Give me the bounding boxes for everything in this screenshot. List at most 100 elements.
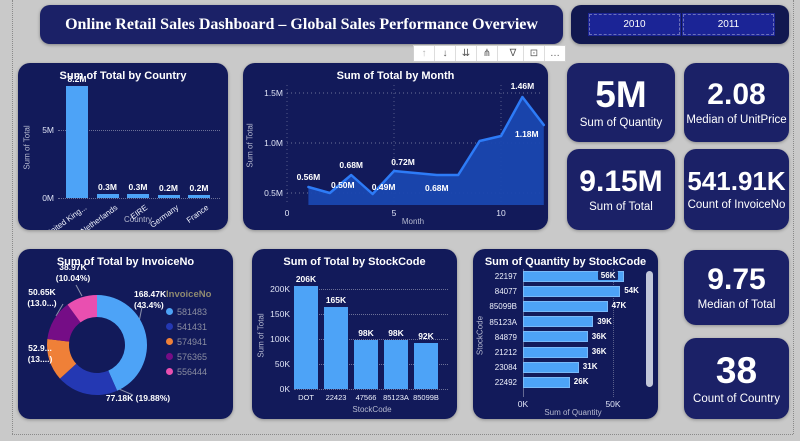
bar-85123A[interactable] <box>384 340 408 389</box>
kpi-value: 541.91K <box>687 166 786 197</box>
svg-text:1.46M: 1.46M <box>511 81 535 91</box>
svg-text:10: 10 <box>496 208 506 218</box>
data-label: 0.2M <box>189 183 209 194</box>
data-label: 39K <box>597 316 612 326</box>
legend-item-574941[interactable]: 574941 <box>166 334 211 349</box>
expand-all-down-icon[interactable]: ⇊ <box>456 46 477 61</box>
kpi-median-of-total: 9.75 Median of Total <box>684 250 789 325</box>
x-axis-title: Month <box>401 217 425 226</box>
legend-item-576365[interactable]: 576365 <box>166 349 211 364</box>
legend-item-556444[interactable]: 556444 <box>166 364 211 379</box>
donut-slice-581483[interactable] <box>97 295 147 391</box>
kpi-sum-of-quantity: 5M Sum of Quantity <box>567 63 675 142</box>
svg-text:1.0M: 1.0M <box>264 138 283 148</box>
bar-85099B[interactable] <box>523 300 608 312</box>
drill-down-icon[interactable]: ↓ <box>435 46 456 61</box>
legend-item-581483[interactable]: 581483 <box>166 304 211 319</box>
chart-title: Sum of Total by Month <box>336 70 455 82</box>
year-button-2010[interactable]: 2010 <box>588 13 681 36</box>
callout-label-556444: 38.97K (10.04%) <box>55 262 91 283</box>
donut-slice-556444[interactable] <box>67 295 97 323</box>
data-label: 36K <box>591 347 607 356</box>
bar-DOT[interactable] <box>294 286 318 389</box>
drill-up-icon[interactable]: ↑ <box>414 46 435 61</box>
bar-22492[interactable] <box>523 376 570 388</box>
svg-text:0.49M: 0.49M <box>372 182 396 192</box>
donut-slice-541431[interactable] <box>59 363 118 395</box>
svg-text:1.18M: 1.18M <box>515 129 539 139</box>
focus-mode-icon[interactable]: ⊡ <box>524 46 545 61</box>
more-options-icon[interactable]: … <box>545 46 565 61</box>
data-label: 26K <box>573 377 589 387</box>
chart-title: Sum of Quantity by StockCode <box>484 256 647 268</box>
gridline <box>294 289 448 290</box>
kpi-label: Sum of Quantity <box>579 117 663 130</box>
bar-84077[interactable] <box>523 285 621 297</box>
dashboard-title: Online Retail Sales Dashboard – Global S… <box>65 15 538 33</box>
legend-bullet-icon <box>166 338 173 345</box>
callout-label-581483: 168.47K (43.4%) <box>134 289 167 310</box>
bar-22197[interactable] <box>523 270 624 282</box>
data-label: 206K <box>295 274 317 284</box>
visual-header-toolbar: ↑ ↓ ⇊ ⋔ ∇ ⊡… <box>413 45 566 62</box>
legend-item-541431[interactable]: 541431 <box>166 319 211 334</box>
chart-total-by-month[interactable]: Sum of Total by Month Sum of Total Month… <box>243 63 548 230</box>
category-label: 21212 <box>494 348 517 357</box>
svg-text:0.68M: 0.68M <box>425 183 449 193</box>
bar-85099B[interactable] <box>414 343 438 389</box>
year-button-2011[interactable]: 2011 <box>682 13 775 36</box>
kpi-label: Sum of Total <box>589 200 653 213</box>
bar-France[interactable] <box>188 195 210 198</box>
kpi-label: Median of UnitPrice <box>686 113 787 126</box>
gridline <box>294 339 448 340</box>
go-to-next-level-icon[interactable]: ⋔ <box>477 46 498 61</box>
chart-title: Sum of Total by Country <box>59 70 187 82</box>
y-axis-tick-label: 50K <box>274 359 290 369</box>
kpi-value: 9.15M <box>579 165 663 199</box>
svg-text:0.5M: 0.5M <box>264 188 283 198</box>
data-label: 47K <box>611 301 627 311</box>
svg-text:0: 0 <box>285 208 290 218</box>
bar-47566[interactable] <box>354 340 378 389</box>
data-label: 36K <box>591 331 607 341</box>
data-label: 0.3M <box>98 181 117 192</box>
legend-label: 556444 <box>177 366 208 377</box>
kpi-label: Median of Total <box>697 298 776 311</box>
legend-label: 581483 <box>177 306 208 317</box>
data-label: 92K <box>418 331 434 341</box>
legend-bullet-icon <box>166 323 173 330</box>
data-label: 31K <box>582 362 598 372</box>
scrollbar-thumb[interactable] <box>646 271 653 387</box>
kpi-count-of-invoiceno: 541.91K Count of InvoiceNo <box>684 149 789 230</box>
callout-label-541431: 77.18K (19.88%) <box>105 393 171 403</box>
bar-United King...[interactable] <box>66 86 88 198</box>
bar-22423[interactable] <box>324 306 348 389</box>
bar-21212[interactable] <box>523 346 588 358</box>
x-axis-tick-label: 0K <box>517 399 529 409</box>
category-label: 23084 <box>494 363 517 373</box>
kpi-value: 5M <box>595 73 647 115</box>
x-axis-title: StockCode <box>352 405 392 414</box>
category-label: 85123A <box>383 393 409 402</box>
data-label: 54K <box>624 286 639 296</box>
bar-EIRE[interactable] <box>127 193 149 198</box>
filter-icon[interactable]: ∇ <box>503 46 524 61</box>
bar-23084[interactable] <box>523 361 579 373</box>
svg-text:0.50M: 0.50M <box>331 180 355 190</box>
chart-total-by-invoiceno[interactable]: Sum of Total by InvoiceNo InvoiceNo 5814… <box>18 249 233 419</box>
y-axis-tick-label: 200K <box>270 284 290 294</box>
bar-Netherlands[interactable] <box>96 193 119 198</box>
chart-total-by-stockcode[interactable]: Sum of Total by StockCode Sum of Total S… <box>252 249 457 419</box>
chart-total-by-country[interactable]: Sum of Total by Country Sum of Total Cou… <box>18 63 228 230</box>
category-label: 85099B <box>413 393 439 402</box>
donut-slice-574941[interactable] <box>46 338 77 379</box>
bar-Germany[interactable] <box>157 195 180 198</box>
bar-84879[interactable] <box>523 331 588 343</box>
bar-85123A[interactable] <box>523 316 594 328</box>
data-label: 0.2M <box>159 183 178 194</box>
chart-quantity-by-stockcode[interactable]: Sum of Quantity by StockCode StockCode S… <box>473 249 658 419</box>
donut-slice-576365[interactable] <box>47 304 81 342</box>
callout-label-576365: 50.65K (13.0...) <box>27 287 57 308</box>
legend-bullet-icon <box>166 353 173 360</box>
x-axis-title: Sum of Quantity <box>544 408 602 417</box>
